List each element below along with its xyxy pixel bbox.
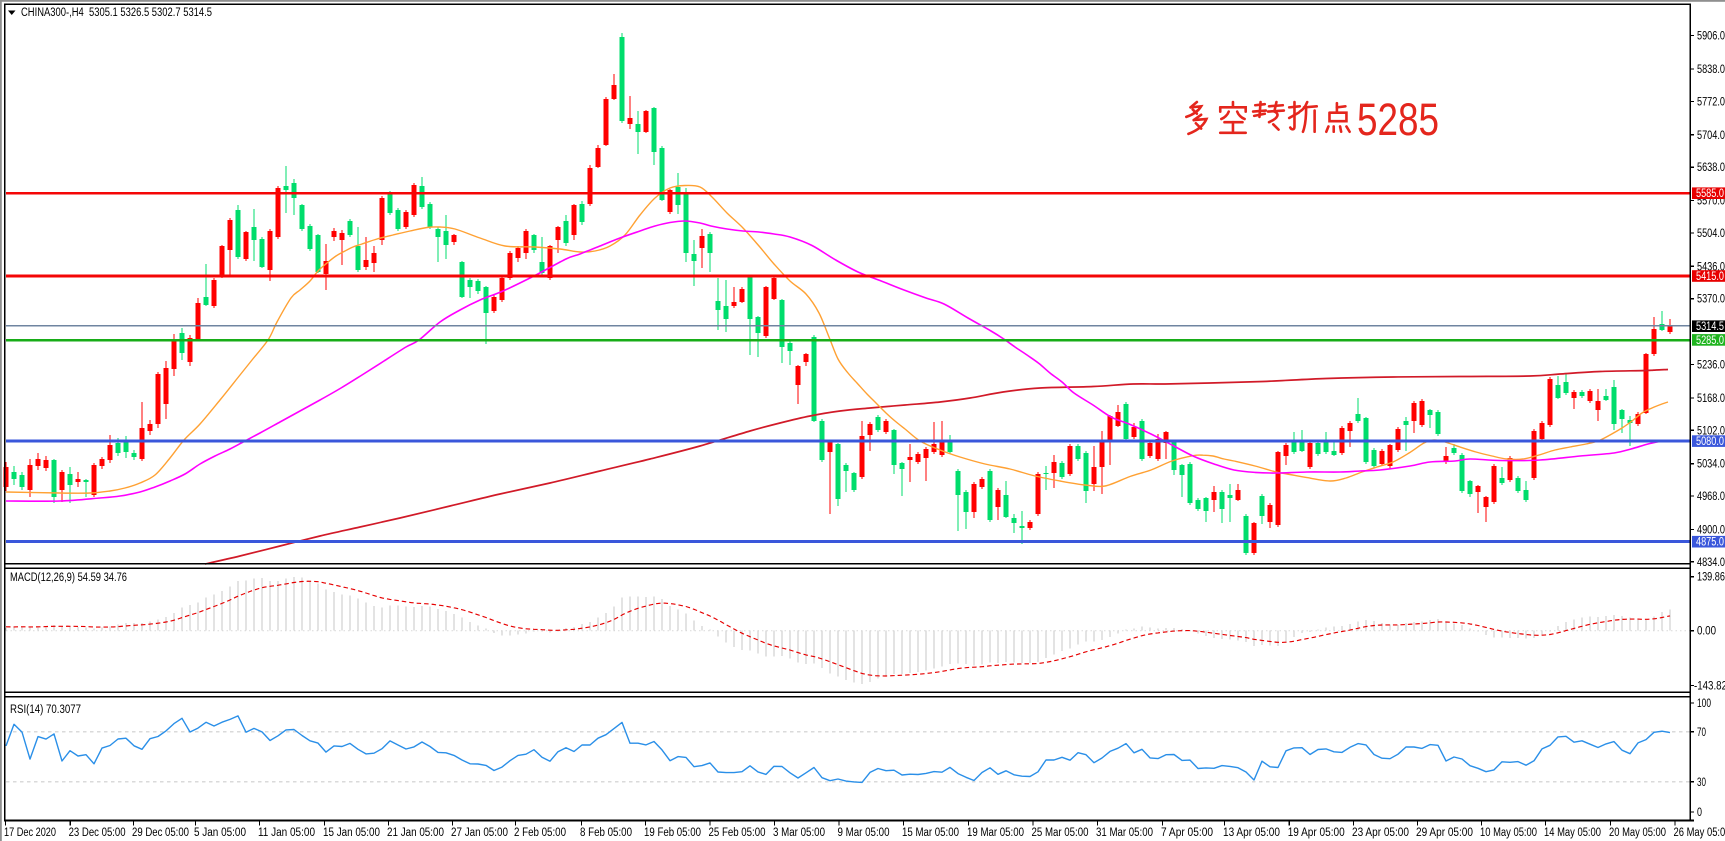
svg-text:23 Apr 05:00: 23 Apr 05:00	[1352, 827, 1409, 839]
svg-text:21 Jan 05:00: 21 Jan 05:00	[387, 827, 444, 839]
svg-text:11 Jan 05:00: 11 Jan 05:00	[258, 827, 315, 839]
svg-text:15 Mar 05:00: 15 Mar 05:00	[902, 827, 959, 839]
svg-text:10 May 05:00: 10 May 05:00	[1480, 827, 1537, 839]
svg-text:RSI(14) 70.3077: RSI(14) 70.3077	[10, 704, 81, 716]
svg-text:100: 100	[1697, 698, 1711, 710]
svg-text:5415.0: 5415.0	[1696, 271, 1724, 283]
svg-text:5102.0: 5102.0	[1697, 425, 1725, 437]
svg-text:8 Feb 05:00: 8 Feb 05:00	[580, 827, 632, 839]
svg-text:5585.0: 5585.0	[1696, 188, 1724, 200]
svg-text:4900.0: 4900.0	[1697, 524, 1725, 536]
svg-text:20 May 05:00: 20 May 05:00	[1609, 827, 1666, 839]
svg-text:5370.0: 5370.0	[1697, 294, 1725, 306]
svg-text:26 May 05:00: 26 May 05:00	[1674, 827, 1725, 839]
svg-text:4968.0: 4968.0	[1697, 491, 1725, 503]
svg-text:5080.0: 5080.0	[1696, 436, 1724, 448]
svg-text:5285: 5285	[1357, 94, 1439, 145]
svg-text:19 Apr 05:00: 19 Apr 05:00	[1288, 827, 1345, 839]
svg-text:7 Apr 05:00: 7 Apr 05:00	[1161, 827, 1213, 839]
svg-text:29 Dec 05:00: 29 Dec 05:00	[132, 827, 189, 839]
svg-text:2 Feb 05:00: 2 Feb 05:00	[514, 827, 566, 839]
svg-text:15 Jan 05:00: 15 Jan 05:00	[323, 827, 380, 839]
svg-text:3 Mar 05:00: 3 Mar 05:00	[773, 827, 825, 839]
svg-text:CHINA300-,H4 5305.1 5326.5 53: CHINA300-,H4 5305.1 5326.5 5302.7 5314.5	[21, 7, 212, 19]
svg-text:30: 30	[1697, 777, 1706, 789]
svg-text:5838.0: 5838.0	[1697, 64, 1725, 76]
svg-text:5704.0: 5704.0	[1697, 130, 1725, 142]
svg-text:25 Feb 05:00: 25 Feb 05:00	[709, 827, 766, 839]
svg-text:5772.0: 5772.0	[1697, 96, 1725, 108]
svg-text:5 Jan 05:00: 5 Jan 05:00	[194, 827, 246, 839]
svg-text:31 Mar 05:00: 31 Mar 05:00	[1096, 827, 1153, 839]
svg-text:5504.0: 5504.0	[1697, 228, 1725, 240]
svg-text:17 Dec 2020: 17 Dec 2020	[4, 827, 56, 839]
svg-text:4834.0: 4834.0	[1697, 557, 1725, 569]
svg-text:19 Feb 05:00: 19 Feb 05:00	[644, 827, 701, 839]
svg-text:139.86: 139.86	[1697, 572, 1725, 584]
svg-text:-143.82: -143.82	[1694, 681, 1725, 693]
svg-text:27 Jan 05:00: 27 Jan 05:00	[451, 827, 508, 839]
svg-text:5168.0: 5168.0	[1697, 393, 1725, 405]
svg-text:25 Mar 05:00: 25 Mar 05:00	[1032, 827, 1089, 839]
svg-text:0.00: 0.00	[1697, 626, 1716, 638]
svg-text:5314.5: 5314.5	[1696, 321, 1724, 333]
svg-text:4875.0: 4875.0	[1696, 537, 1724, 549]
svg-text:5236.0: 5236.0	[1697, 360, 1725, 372]
svg-text:MACD(12,26,9) 54.59 34.76: MACD(12,26,9) 54.59 34.76	[10, 572, 127, 584]
svg-text:13 Apr 05:00: 13 Apr 05:00	[1223, 827, 1280, 839]
svg-text:5638.0: 5638.0	[1697, 162, 1725, 174]
svg-text:29 Apr 05:00: 29 Apr 05:00	[1416, 827, 1473, 839]
svg-text:5906.0: 5906.0	[1697, 31, 1725, 43]
svg-text:14 May 05:00: 14 May 05:00	[1544, 827, 1601, 839]
svg-text:5285.0: 5285.0	[1696, 335, 1724, 347]
svg-text:9 Mar 05:00: 9 Mar 05:00	[838, 827, 890, 839]
svg-text:23 Dec 05:00: 23 Dec 05:00	[69, 827, 126, 839]
svg-text:19 Mar 05:00: 19 Mar 05:00	[967, 827, 1024, 839]
svg-text:0: 0	[1697, 807, 1702, 819]
svg-text:5034.0: 5034.0	[1697, 459, 1725, 471]
svg-text:70: 70	[1697, 727, 1706, 739]
